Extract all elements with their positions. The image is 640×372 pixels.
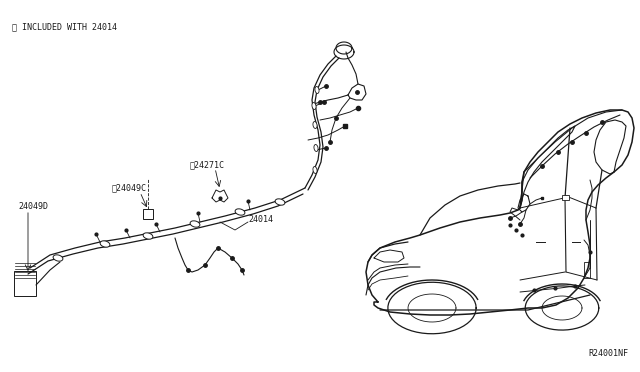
Text: ※24049C: ※24049C — [112, 183, 147, 192]
Ellipse shape — [190, 221, 200, 227]
Text: ※24271C: ※24271C — [190, 160, 225, 169]
Ellipse shape — [53, 255, 63, 261]
Text: R24001NF: R24001NF — [588, 349, 628, 358]
Bar — [143, 209, 153, 219]
Ellipse shape — [315, 87, 319, 93]
Ellipse shape — [143, 233, 153, 239]
Text: 24014: 24014 — [248, 215, 273, 224]
Bar — [562, 195, 569, 200]
Ellipse shape — [275, 199, 285, 205]
Bar — [14, 271, 36, 296]
Ellipse shape — [314, 145, 318, 151]
Text: ※ INCLUDED WITH 24014: ※ INCLUDED WITH 24014 — [12, 22, 117, 31]
Ellipse shape — [313, 167, 317, 173]
Ellipse shape — [313, 122, 317, 128]
Text: 24049D: 24049D — [18, 202, 48, 211]
Ellipse shape — [100, 241, 110, 247]
Ellipse shape — [235, 209, 245, 215]
Ellipse shape — [312, 103, 316, 109]
Bar — [584, 262, 590, 278]
